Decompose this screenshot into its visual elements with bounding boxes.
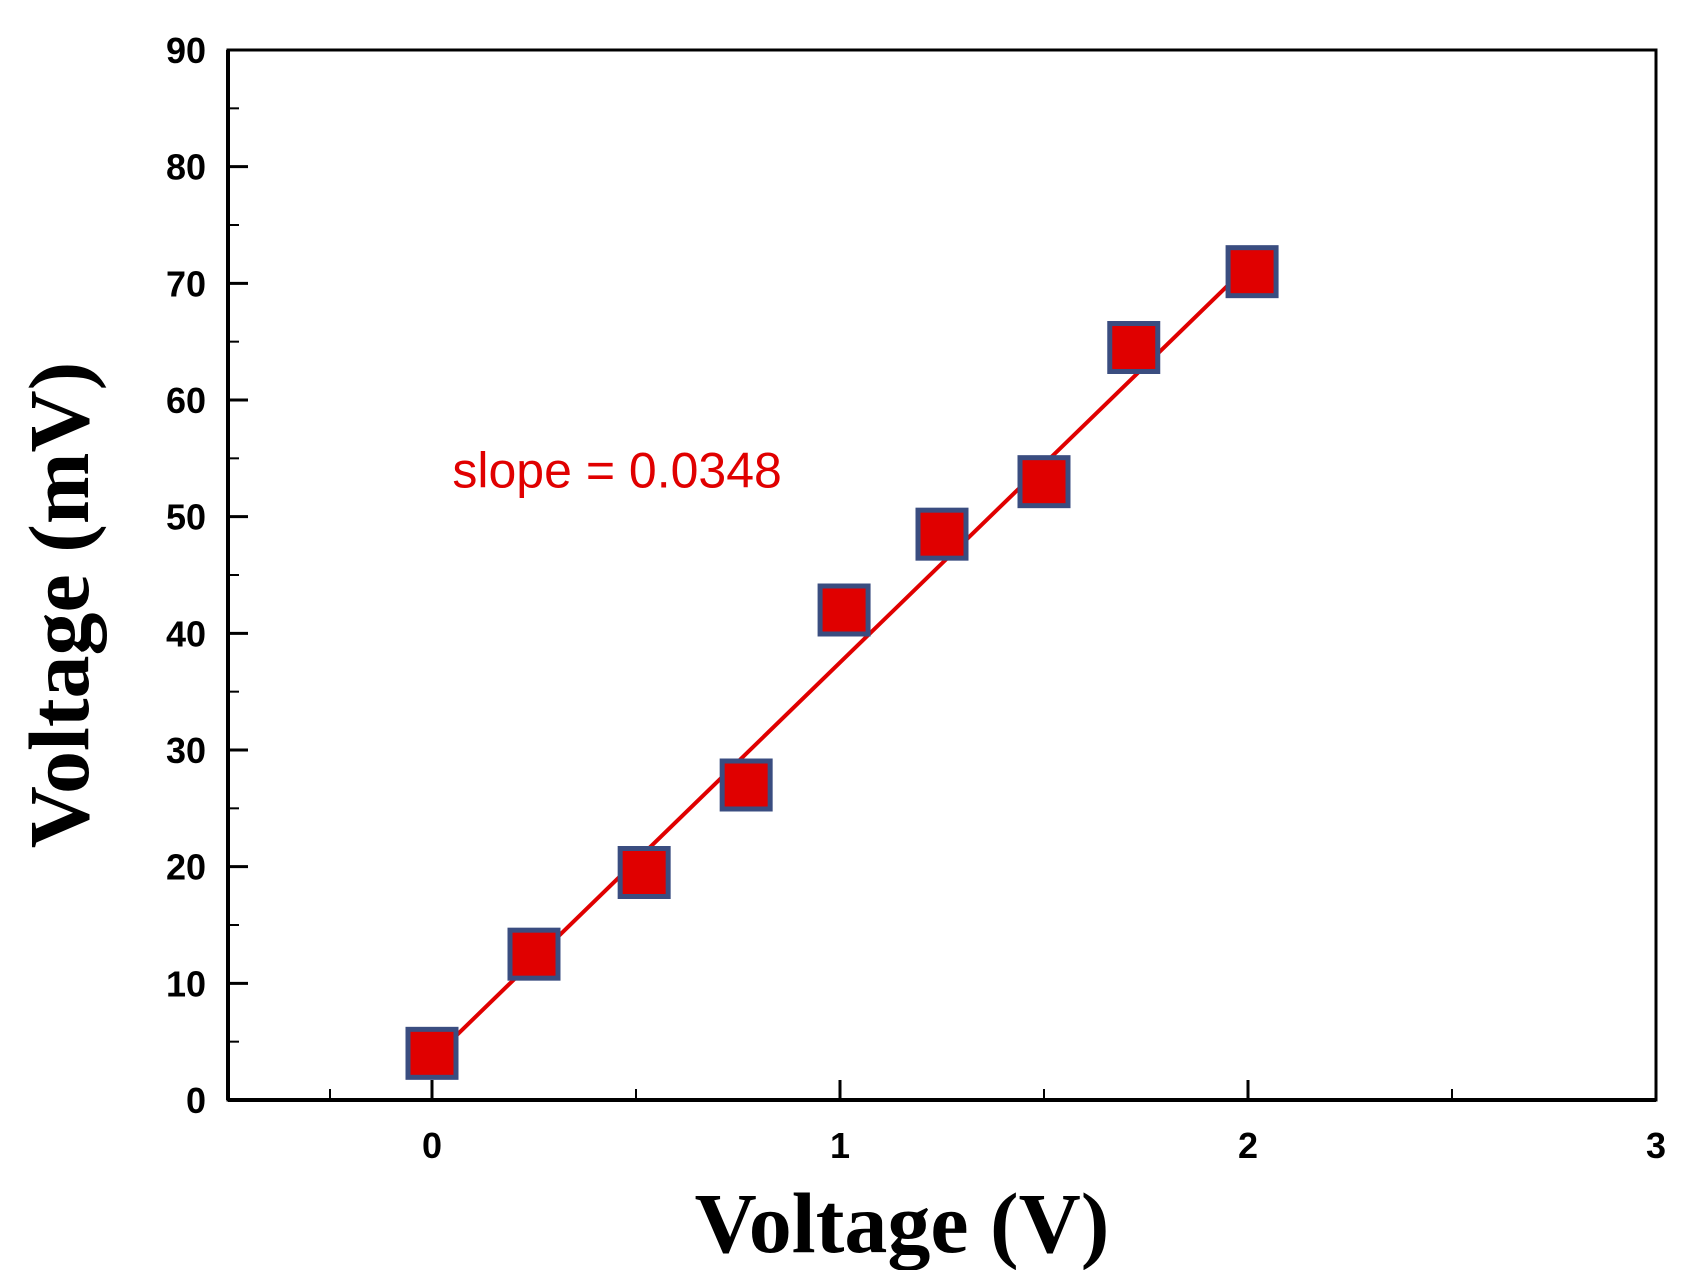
y-tick-label: 0 bbox=[186, 1080, 206, 1121]
data-point bbox=[1017, 455, 1071, 509]
y-tick-label: 80 bbox=[166, 147, 206, 188]
data-point bbox=[1225, 245, 1279, 299]
data-point bbox=[507, 927, 561, 981]
data-point bbox=[405, 1026, 459, 1080]
annotations: slope = 0.0348 bbox=[452, 443, 781, 499]
y-tick-label: 60 bbox=[166, 380, 206, 421]
y-tick-label: 50 bbox=[166, 497, 206, 538]
x-tick-label: 1 bbox=[830, 1125, 850, 1166]
data-point bbox=[817, 583, 871, 637]
y-axis-title: Voltage (mV) bbox=[11, 362, 107, 848]
y-tick-label: 90 bbox=[166, 30, 206, 71]
y-tick-label: 40 bbox=[166, 613, 206, 654]
axes: 0 10 20 30 40 50 60 70 80 90 0 1 2 3 Voltage (V) Voltag… bbox=[11, 30, 1666, 1271]
slope-annotation: slope = 0.0348 bbox=[452, 443, 781, 499]
fit-line-layer bbox=[430, 264, 1250, 1061]
plot-frame bbox=[226, 48, 1658, 1102]
y-tick-label: 10 bbox=[166, 963, 206, 1004]
data-point bbox=[719, 758, 773, 812]
fit-line bbox=[430, 264, 1250, 1061]
y-tick-label: 70 bbox=[166, 263, 206, 304]
y-tick-label: 20 bbox=[166, 847, 206, 888]
data-point bbox=[1107, 321, 1161, 374]
x-axis-title: Voltage (V) bbox=[695, 1175, 1110, 1270]
y-tick-label: 30 bbox=[166, 730, 206, 771]
x-tick-label: 0 bbox=[422, 1125, 442, 1166]
data-point bbox=[915, 507, 969, 561]
data-point bbox=[617, 846, 671, 899]
x-tick-label: 3 bbox=[1646, 1125, 1666, 1166]
x-tick-label: 2 bbox=[1238, 1125, 1258, 1166]
data-points bbox=[405, 245, 1279, 1080]
